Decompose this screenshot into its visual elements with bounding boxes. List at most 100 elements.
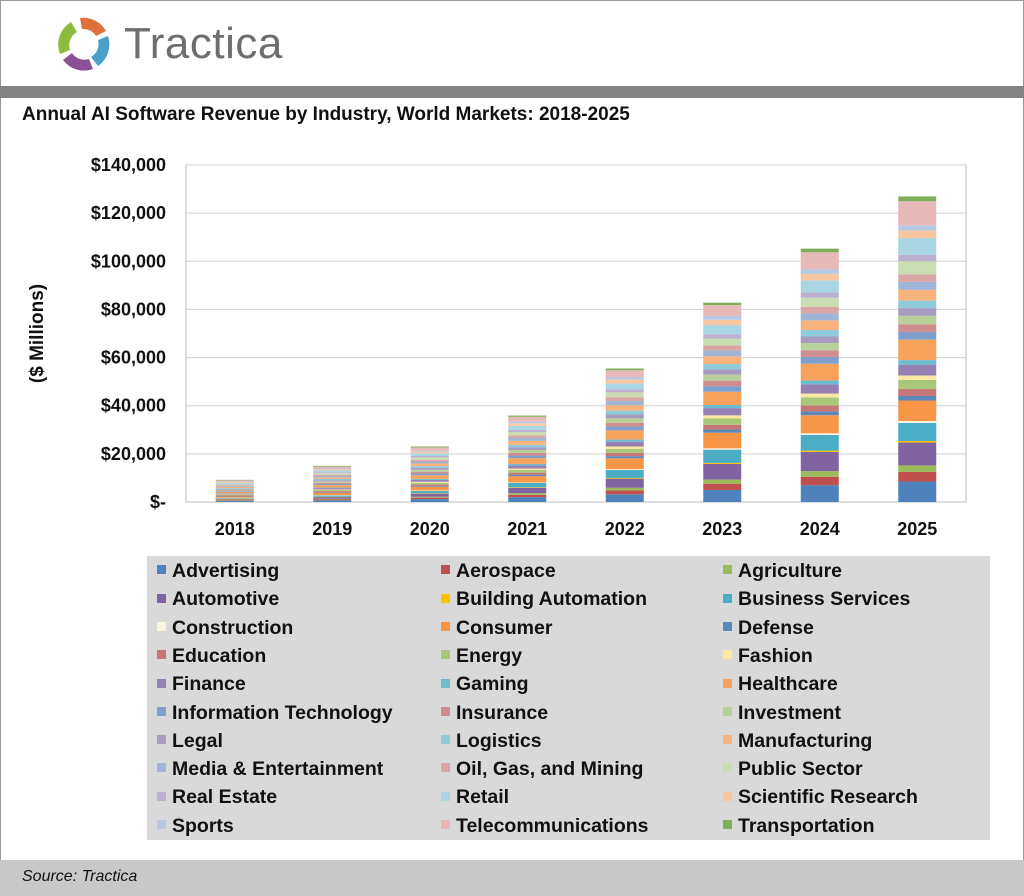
bar-segment-telecommunications-2023 <box>703 305 742 316</box>
legend-item: Logistics <box>441 729 542 753</box>
bar-segment-information-technology-2025 <box>898 331 937 340</box>
bar-segment-business-services-2023 <box>703 449 742 463</box>
bar-segment-manufacturing-2020 <box>410 463 449 467</box>
bar-segment-transportation-2020 <box>410 446 449 448</box>
x-tick-label: 2020 <box>410 519 450 539</box>
bar-segment-business-services-2020 <box>410 490 449 494</box>
bar-segment-advertising-2019 <box>313 500 352 502</box>
bar-segment-legal-2019 <box>313 480 352 482</box>
bar-segment-aerospace-2024 <box>800 476 839 486</box>
bar-segment-real-estate-2022 <box>605 389 644 393</box>
bar-segment-real-estate-2023 <box>703 334 742 339</box>
bar-segment-sports-2018 <box>215 481 254 483</box>
bar-segment-real-estate-2021 <box>508 429 547 432</box>
bar-segment-scientific-research-2024 <box>800 273 839 281</box>
bar-segment-insurance-2024 <box>800 350 839 357</box>
legend-item: Advertising <box>157 559 279 583</box>
legend-swatch <box>157 735 166 745</box>
bar-segment-agriculture-2023 <box>703 479 742 484</box>
bar-segment-fashion-2021 <box>508 468 547 470</box>
bar-segment-scientific-research-2020 <box>410 451 449 454</box>
bar-segment-logistics-2020 <box>410 466 449 468</box>
bar-segment-construction-2023 <box>703 448 742 450</box>
bar-segment-oil-gas-and-mining-2021 <box>508 435 547 438</box>
bar-segment-automotive-2020 <box>410 493 449 497</box>
legend-item: Defense <box>723 616 814 640</box>
legend-label: Advertising <box>172 560 280 582</box>
bar-segment-insurance-2018 <box>215 490 254 492</box>
bar-segment-investment-2025 <box>898 315 937 325</box>
bar-segment-telecommunications-2024 <box>800 252 839 270</box>
bar-segment-healthcare-2022 <box>605 430 644 440</box>
y-tick-label: $100,000 <box>91 251 166 271</box>
y-tick-label: $60,000 <box>101 348 166 368</box>
bar-segment-real-estate-2019 <box>313 472 352 474</box>
source-note: Source: Tractica <box>22 868 138 885</box>
bar-segment-fashion-2023 <box>703 415 742 419</box>
legend-item: Manufacturing <box>723 729 872 753</box>
legend-label: Aerospace <box>456 560 556 582</box>
bar-segment-aerospace-2025 <box>898 471 937 482</box>
bar-segment-oil-gas-and-mining-2018 <box>215 485 254 487</box>
bar-segment-gaming-2023 <box>703 404 742 409</box>
bar-segment-consumer-2022 <box>605 458 644 470</box>
bar-segment-healthcare-2024 <box>800 363 839 381</box>
bar-segment-manufacturing-2024 <box>800 320 839 331</box>
bar-segment-information-technology-2021 <box>508 455 547 459</box>
legend-item: Healthcare <box>723 672 838 696</box>
legend-item: Fashion <box>723 644 813 668</box>
bar-segment-telecommunications-2018 <box>215 480 254 482</box>
bar-segment-insurance-2021 <box>508 452 547 456</box>
bar-segment-real-estate-2018 <box>215 483 254 485</box>
bar-segment-agriculture-2020 <box>410 496 449 498</box>
legend-swatch <box>157 678 166 688</box>
y-tick-label: $20,000 <box>101 444 166 464</box>
legend-label: Education <box>172 644 267 667</box>
legend-label: Gaming <box>456 673 529 696</box>
legend-swatch <box>723 820 732 830</box>
bar-segment-legal-2021 <box>508 447 547 451</box>
bar-segment-automotive-2023 <box>703 463 742 480</box>
legend-swatch <box>441 735 450 745</box>
legend-item: Legal <box>157 729 223 753</box>
bar-segment-healthcare-2023 <box>703 391 742 405</box>
bar-segment-finance-2021 <box>508 465 547 469</box>
bar-segment-public-sector-2024 <box>800 297 839 307</box>
x-tick-label: 2025 <box>897 519 937 539</box>
bar-segment-investment-2023 <box>703 374 742 381</box>
bar-segment-advertising-2020 <box>410 499 449 502</box>
bar-segment-finance-2020 <box>410 479 449 482</box>
bar-segment-transportation-2021 <box>508 415 547 417</box>
bar-segment-healthcare-2018 <box>215 491 254 494</box>
bar-segment-transportation-2019 <box>313 465 352 467</box>
bar-segment-education-2025 <box>898 388 937 396</box>
legend-swatch <box>723 735 732 745</box>
bar-segment-sports-2023 <box>703 315 742 320</box>
bar-segment-transportation-2018 <box>215 479 254 481</box>
legend-swatch <box>441 621 450 631</box>
stacked-bar-chart: $- $20,000 $40,000 $60,000 $80,000 $100,000 $1… <box>27 155 967 539</box>
bar-segment-agriculture-2022 <box>605 487 644 491</box>
bar-segment-media-entertainment-2025 <box>898 281 937 290</box>
bar-segment-real-estate-2024 <box>800 292 839 298</box>
legend-swatch <box>723 678 732 688</box>
bar-segment-consumer-2023 <box>703 432 742 449</box>
bar-segment-construction-2025 <box>898 420 937 423</box>
bar-segment-gaming-2019 <box>313 487 352 489</box>
bar-segment-building-automation-2020 <box>410 493 449 494</box>
bar-segment-public-sector-2019 <box>313 473 352 475</box>
bar-segment-scientific-research-2025 <box>898 230 937 239</box>
bar-segment-building-automation-2022 <box>605 477 644 479</box>
bar-segment-oil-gas-and-mining-2020 <box>410 459 449 462</box>
bar-segment-finance-2023 <box>703 408 742 416</box>
bar-segment-manufacturing-2018 <box>215 486 254 489</box>
legend-label: Consumer <box>456 616 553 639</box>
bar-segment-building-automation-2021 <box>508 487 547 488</box>
bar-segment-education-2020 <box>410 484 449 486</box>
bar-segment-retail-2022 <box>605 383 644 390</box>
bar-segment-insurance-2023 <box>703 380 742 387</box>
legend-item: Telecommunications <box>441 814 649 838</box>
bar-segment-manufacturing-2025 <box>898 289 937 301</box>
bar-segment-sports-2019 <box>313 468 352 470</box>
bar-segment-fashion-2019 <box>313 489 352 491</box>
